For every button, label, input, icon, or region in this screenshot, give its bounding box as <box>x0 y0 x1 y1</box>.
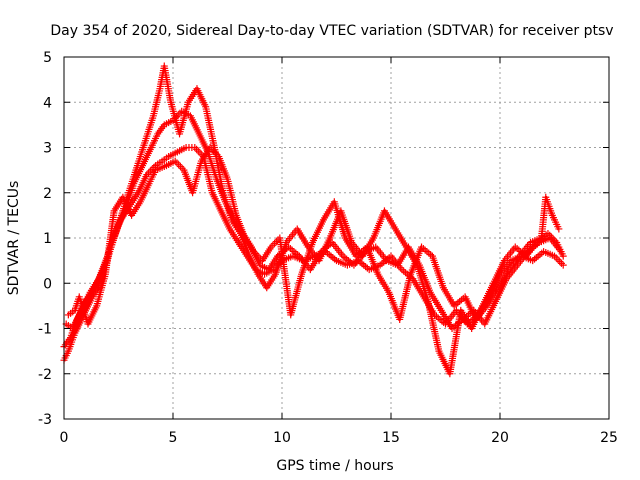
axis-ticks <box>63 56 610 420</box>
y-tick-label: -1 <box>38 322 52 338</box>
x-tick-label: 0 <box>60 430 69 446</box>
y-tick-label: 1 <box>43 231 52 247</box>
y-tick-label: -2 <box>38 367 52 383</box>
data-point-fill <box>271 239 279 247</box>
data-point-fill <box>556 258 564 266</box>
y-tick-label: 3 <box>43 141 52 157</box>
data-point-fill <box>176 163 184 171</box>
chart-title: Day 354 of 2020, Sidereal Day-to-day VTE… <box>50 23 613 39</box>
data-point <box>559 252 567 260</box>
data-point <box>559 261 567 269</box>
x-tick-label: 5 <box>169 430 178 446</box>
grid <box>64 57 609 419</box>
x-tick-label: 20 <box>491 430 509 446</box>
data-point-fill <box>557 259 565 267</box>
data-point-fill <box>193 145 201 153</box>
y-tick-label: 5 <box>43 50 52 66</box>
x-axis-label: GPS time / hours <box>276 458 393 474</box>
data-point-fill <box>211 149 219 157</box>
y-tick-label: 0 <box>43 276 52 292</box>
x-tick-label: 25 <box>600 430 618 446</box>
data-point-fill <box>173 159 181 167</box>
data-point-fill <box>554 256 562 264</box>
x-tick-label: 10 <box>273 430 291 446</box>
data-point-fill <box>194 147 202 155</box>
y-axis-label: SDTVAR / TECUs <box>6 181 22 296</box>
y-tick-label: 2 <box>43 186 52 202</box>
axis-tick-labels: 0 5 10 15 20 25 -3 -2 -1 0 1 2 3 4 5 <box>38 50 618 446</box>
y-tick-label: 4 <box>43 95 52 111</box>
y-tick-label: -3 <box>38 412 52 428</box>
data-point <box>555 225 563 233</box>
x-tick-label: 15 <box>382 430 400 446</box>
data-points <box>60 62 567 378</box>
